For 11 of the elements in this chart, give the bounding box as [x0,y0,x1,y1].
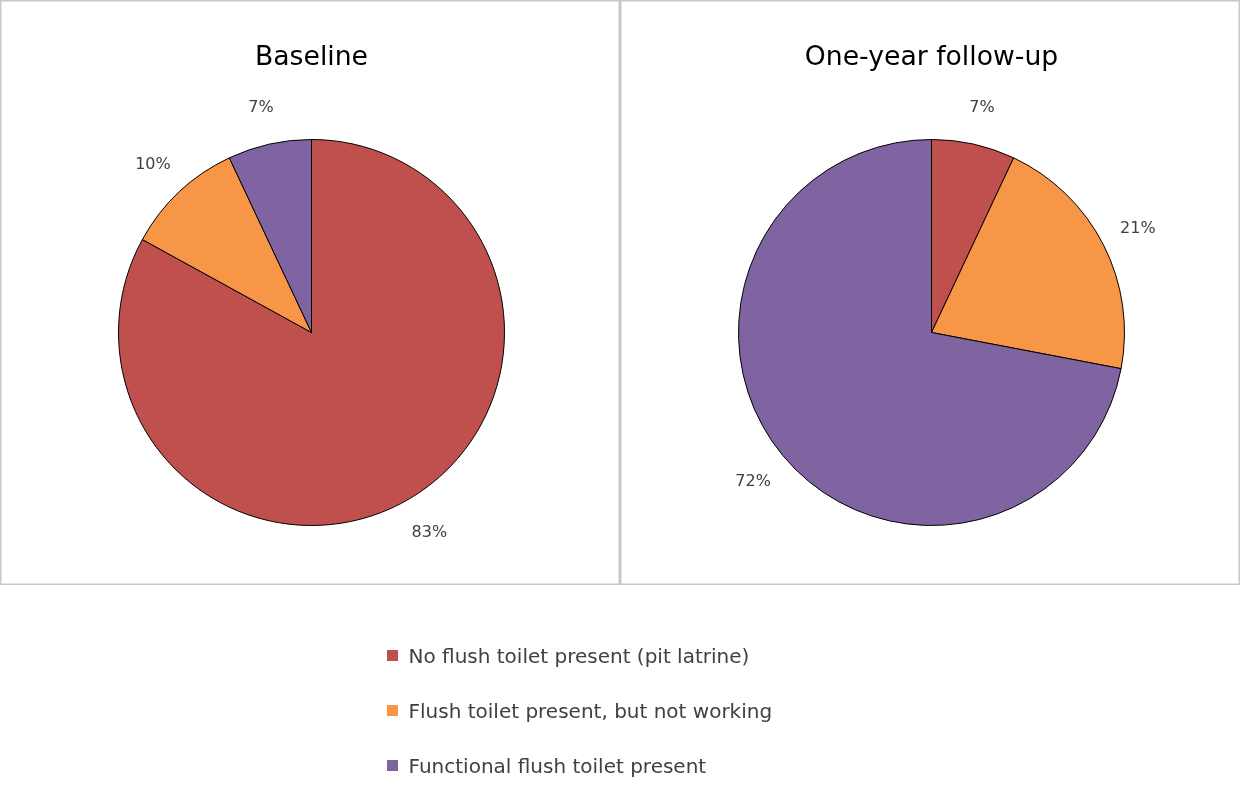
data-label: 83% [411,522,448,542]
data-label: 7% [969,96,995,116]
data-label: 7% [248,96,274,116]
legend-label: Functional flush toilet present [408,753,707,778]
data-label: 10% [135,154,171,174]
chart-title: Baseline [254,40,369,71]
chart-title: One-year follow-up [804,40,1059,71]
data-label: 72% [735,470,771,490]
data-label: 21% [1120,217,1156,237]
legend-label: Flush toilet present, but not working [408,698,773,723]
legend-label: No flush toilet present (pit latrine) [408,643,750,668]
